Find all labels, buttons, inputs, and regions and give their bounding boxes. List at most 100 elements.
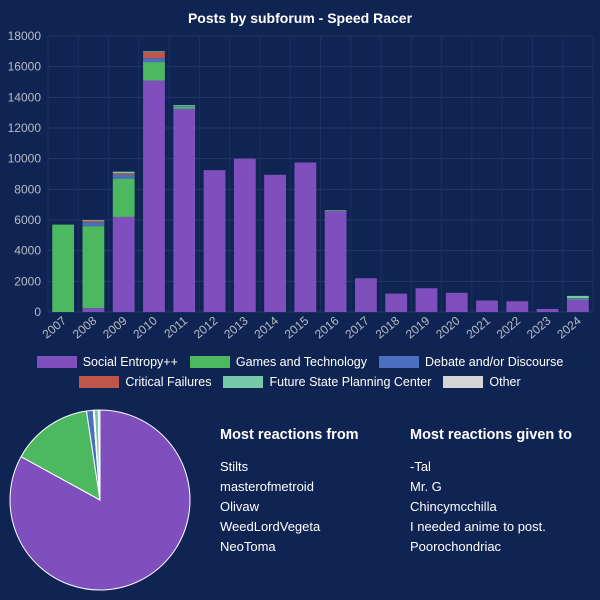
y-tick-label: 8000 [14,182,41,196]
bar-segment [82,220,105,221]
y-tick-label: 4000 [14,244,41,258]
pie-slice [97,409,101,501]
x-tick-label: 2013 [221,313,251,341]
legend-label: Debate and/or Discourse [425,355,564,369]
bar-segment [415,288,438,312]
bar-segment [506,301,529,312]
y-tick-label: 10000 [8,152,42,166]
legend-item[interactable]: Social Entropy++ [36,352,178,372]
reactions-from-item: Olivaw [220,499,260,514]
legend-item[interactable]: Future State Planning Center [223,372,431,392]
y-tick-label: 0 [34,305,41,319]
reactions-given-item: -Tal [410,459,431,474]
bar-segment [233,158,256,312]
bar-segment [536,308,559,312]
legend-label: Future State Planning Center [269,375,432,389]
bar-segment [355,278,377,312]
legend-swatch [443,376,484,388]
legend-swatch [223,376,264,388]
legend-item[interactable]: Games and Technology [189,352,368,372]
bar-segment [173,105,196,106]
x-tick-label: 2021 [464,313,494,341]
bar-segment [82,220,105,223]
x-tick-label: 2016 [312,313,342,341]
legend-item[interactable]: Critical Failures [79,372,211,392]
x-tick-label: 2023 [524,313,554,341]
legend-label: Social Entropy++ [82,355,178,369]
bar-segment [112,216,135,312]
legend-swatch [189,356,230,368]
bar-segment [143,80,165,312]
bar-segment [566,295,589,299]
x-tick-label: 2019 [403,313,433,341]
legend-label: Critical Failures [125,375,212,389]
bar-segment [143,51,165,53]
bar-segment [294,162,317,312]
pie-slice [20,410,101,501]
bar-segment [476,300,498,312]
legend-item[interactable]: Other [443,372,521,392]
reactions-from-item: Stilts [220,459,249,474]
bar-segment [143,52,165,59]
bar-segment [112,171,135,174]
x-tick-label: 2012 [191,313,221,341]
bar-segment [143,58,165,63]
x-tick-label: 2014 [252,313,282,341]
reactions-from-title: Most reactions from [220,427,359,443]
y-tick-label: 16000 [8,60,42,74]
x-tick-label: 2010 [130,313,160,341]
pie-chart [9,409,191,591]
x-tick-label: 2011 [161,313,190,341]
y-tick-label: 12000 [8,121,42,135]
bar-segment [112,173,135,175]
bar-segment [566,298,589,300]
reactions-from-item: NeoToma [220,539,276,554]
reactions-given-item: Mr. G [410,479,442,494]
chart-title: Posts by subforum - Speed Racer [187,10,413,26]
x-tick-label: 2024 [554,313,584,341]
legend-item[interactable]: Debate and/or Discourse [379,352,563,372]
chart-legend: Social Entropy++ Games and Technology Deba… [20,352,580,392]
legend-label: Games and Technology [235,355,368,369]
bar-segment [324,210,347,312]
bar-segment [445,292,468,312]
reactions-given-title: Most reactions given to [410,427,572,443]
y-tick-label: 2000 [14,274,41,288]
y-tick-label: 14000 [8,90,42,104]
x-tick-label: 2017 [342,313,372,341]
reactions-from-item: masterofmetroid [220,479,314,494]
bar-segment [324,210,347,211]
x-tick-label: 2015 [282,313,312,341]
bar-segment [566,298,589,299]
bar-segment [143,62,165,81]
reactions-given-item: I needed anime to post. [410,519,546,534]
legend-swatch [36,356,77,368]
bar-segment [82,308,105,312]
bar-chart: 0 2000 4000 6000 8000 10000 12000 14000 16000 180… [8,29,594,341]
bar-segment [173,105,196,107]
x-tick-label: 2022 [494,313,524,341]
bar-segment [173,108,196,312]
bar-segment [52,224,75,312]
x-tick-label: 2018 [373,313,403,341]
bar-segment [112,178,135,217]
y-tick-label: 18000 [8,29,42,43]
reactions-given-item: Chincymcchilla [410,499,497,514]
bar-segment [82,226,105,309]
bar-segment [264,174,286,312]
reactions-given-item: Poorochondriac [410,539,502,554]
reactions-from-item: WeedLordVegeta [220,519,321,534]
x-tick-label: 2009 [100,313,130,341]
legend-swatch [379,356,420,368]
reactions-from-list: Most reactions from Stilts masterofmetro… [220,427,359,557]
reactions-given-list: Most reactions given to -Tal Mr. G Chinc… [410,427,572,557]
bar-segment [112,174,135,179]
bar-segment [173,106,196,109]
y-tick-label: 6000 [14,213,41,227]
bar-segment [82,222,105,227]
x-tick-label: 2008 [70,313,100,341]
bar-segment [385,293,408,312]
bar-segment [203,170,226,312]
bar-segment [566,299,589,312]
